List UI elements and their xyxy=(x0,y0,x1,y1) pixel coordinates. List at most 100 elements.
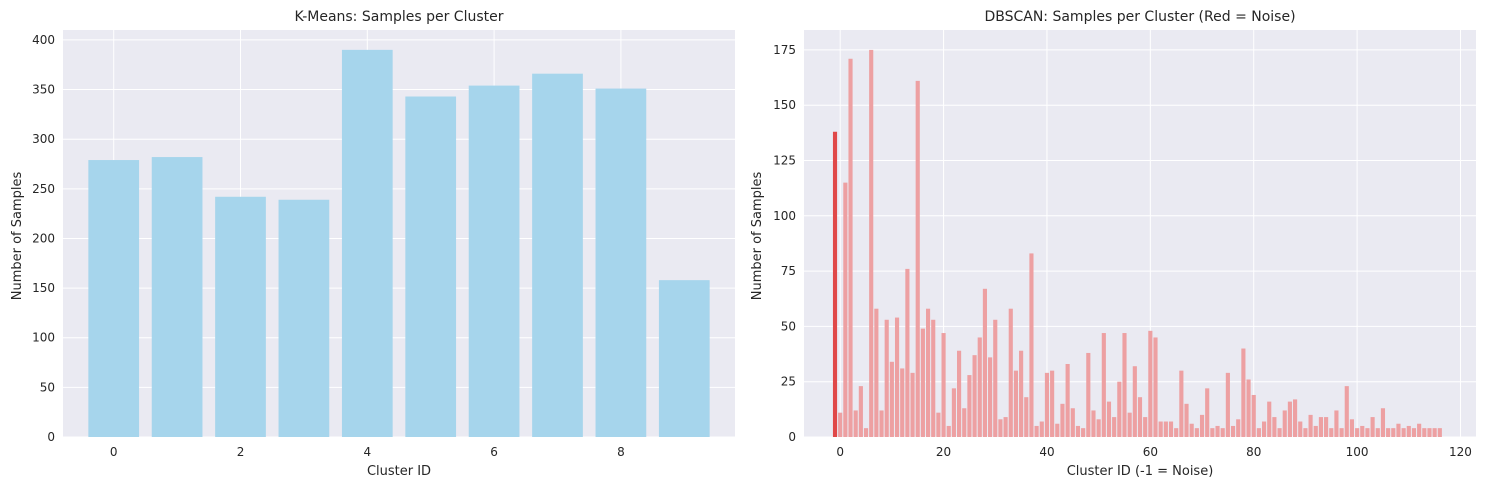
bar xyxy=(1189,423,1194,437)
bar xyxy=(1081,428,1086,437)
bar xyxy=(946,425,951,437)
bar xyxy=(957,350,962,437)
x-tick-label: 20 xyxy=(936,445,951,459)
bar xyxy=(905,268,910,437)
bar xyxy=(1324,417,1329,437)
bar xyxy=(88,160,140,438)
bar xyxy=(1034,425,1039,437)
ticks: 0 20 40 60 80 100 120 0 25 50 75 100 125 150 175 xyxy=(773,43,1472,459)
bar xyxy=(1039,421,1044,437)
bar xyxy=(925,308,931,437)
bar xyxy=(1401,428,1406,437)
bar xyxy=(1417,423,1422,437)
bar xyxy=(915,80,920,437)
bar xyxy=(1334,410,1339,437)
bars xyxy=(832,49,1442,438)
bar xyxy=(998,419,1003,437)
y-tick-label: 0 xyxy=(788,430,796,444)
x-tick-label: 0 xyxy=(110,445,118,459)
bar xyxy=(1091,410,1096,437)
bar xyxy=(1112,417,1117,437)
bar xyxy=(889,361,894,437)
x-tick-label: 120 xyxy=(1449,445,1472,459)
bar xyxy=(1370,417,1375,437)
bar xyxy=(1241,348,1246,437)
bar xyxy=(977,337,982,437)
bar xyxy=(1215,425,1220,437)
bar xyxy=(1101,333,1106,437)
bar xyxy=(910,372,915,437)
bar xyxy=(838,412,843,437)
bar xyxy=(1127,412,1132,437)
x-axis-label: Cluster ID xyxy=(367,464,431,479)
bar xyxy=(972,355,977,437)
bar xyxy=(1411,428,1417,437)
bar xyxy=(941,333,946,437)
bar xyxy=(1355,428,1360,437)
bar xyxy=(1024,397,1029,437)
bar xyxy=(1029,253,1034,437)
bar xyxy=(1282,410,1287,437)
bar xyxy=(1086,352,1091,437)
bar xyxy=(1287,401,1292,437)
bar xyxy=(1427,428,1432,437)
bar xyxy=(1246,379,1251,437)
bar xyxy=(988,357,993,437)
bar xyxy=(936,412,941,437)
bar xyxy=(1236,419,1241,437)
x-tick-label: 40 xyxy=(1039,445,1054,459)
bar xyxy=(894,317,900,437)
bar xyxy=(1298,421,1303,437)
bar xyxy=(1339,428,1344,437)
chart-title: K-Means: Samples per Cluster xyxy=(294,9,503,25)
bar xyxy=(1158,421,1163,437)
bar xyxy=(1386,428,1391,437)
bar xyxy=(1168,421,1174,437)
bar xyxy=(863,428,869,437)
bar xyxy=(1349,419,1355,437)
bar xyxy=(1432,428,1437,437)
bar xyxy=(1272,417,1277,437)
bar xyxy=(1308,414,1313,437)
bar xyxy=(1148,330,1153,437)
y-tick-label: 25 xyxy=(781,375,796,389)
x-tick-label: 100 xyxy=(1346,445,1369,459)
x-tick-label: 4 xyxy=(363,445,371,459)
bar xyxy=(967,375,972,437)
bar xyxy=(1096,419,1101,437)
y-tick-label: 150 xyxy=(32,281,55,295)
bar xyxy=(1303,428,1308,437)
bar xyxy=(1075,425,1081,437)
kmeans-chart: K-Means: Samples per Cluster Cluster ID … xyxy=(10,9,735,479)
bar xyxy=(1143,417,1148,437)
bar xyxy=(1293,399,1298,437)
bar xyxy=(1153,337,1158,437)
bar xyxy=(1003,417,1008,437)
bar xyxy=(1375,428,1380,437)
bar xyxy=(1199,414,1205,437)
bar xyxy=(1117,381,1122,437)
x-tick-label: 0 xyxy=(836,445,844,459)
bar xyxy=(1205,388,1210,437)
bar xyxy=(1106,401,1112,437)
bar xyxy=(1329,428,1334,437)
y-axis-label: Number of Samples xyxy=(10,172,25,301)
bar xyxy=(879,410,884,437)
y-tick-label: 200 xyxy=(32,231,55,245)
bar xyxy=(900,368,905,437)
x-tick-label: 6 xyxy=(490,445,498,459)
y-tick-label: 0 xyxy=(47,430,55,444)
bar xyxy=(869,49,874,438)
bar xyxy=(468,85,520,437)
bars xyxy=(88,49,710,438)
bar xyxy=(993,319,998,437)
bar xyxy=(1437,428,1442,437)
y-tick-label: 350 xyxy=(32,83,55,97)
bar xyxy=(832,131,838,437)
bar xyxy=(1391,428,1396,437)
y-tick-label: 100 xyxy=(32,331,55,345)
bar xyxy=(1060,403,1065,437)
bar xyxy=(1070,408,1075,437)
y-tick-label: 300 xyxy=(32,132,55,146)
